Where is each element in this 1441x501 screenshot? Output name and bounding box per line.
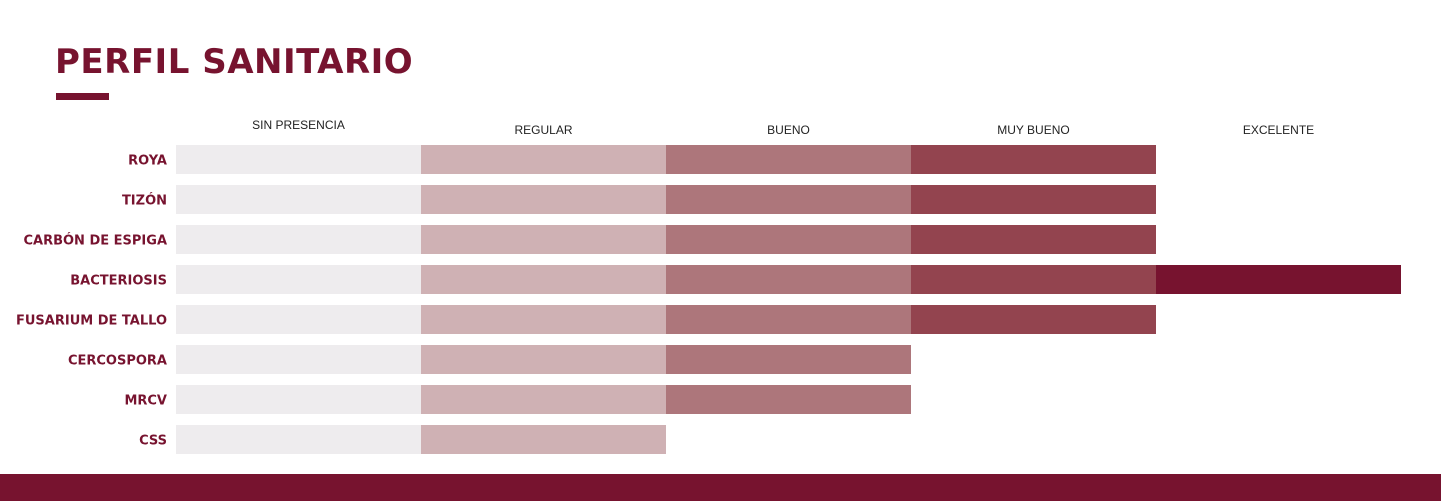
bar-segment-tizon-bueno	[666, 185, 911, 214]
bar-segment-cercospora-bueno	[666, 345, 911, 374]
bar-segment-fusarium-de-tallo-muy-bueno	[911, 305, 1156, 334]
bar-segment-tizon-sin-presencia	[176, 185, 421, 214]
level-header-sin-presencia: SIN PRESENCIA	[252, 118, 345, 132]
level-header-regular: REGULAR	[514, 123, 572, 137]
category-label-tizon: TIZÓN	[122, 193, 167, 209]
bar-segment-roya-regular	[421, 145, 666, 174]
bar-segment-bacteriosis-excelente	[1156, 265, 1401, 294]
level-header-muy-bueno: MUY BUENO	[997, 123, 1069, 137]
bar-segment-roya-sin-presencia	[176, 145, 421, 174]
category-label-bacteriosis: BACTERIOSIS	[70, 274, 167, 289]
bar-segment-bacteriosis-regular	[421, 265, 666, 294]
page-title: PERFIL SANITARIO	[55, 42, 414, 82]
bar-segment-css-regular	[421, 425, 666, 454]
footer-bar	[0, 474, 1441, 501]
bar-segment-bacteriosis-sin-presencia	[176, 265, 421, 294]
category-label-mrcv: MRCV	[124, 394, 167, 409]
bar-segment-mrcv-sin-presencia	[176, 385, 421, 414]
bar-segment-fusarium-de-tallo-regular	[421, 305, 666, 334]
level-header-bueno: BUENO	[767, 123, 810, 137]
bar-segment-cercospora-regular	[421, 345, 666, 374]
category-label-cercospora: CERCOSPORA	[68, 354, 167, 369]
bar-segment-fusarium-de-tallo-sin-presencia	[176, 305, 421, 334]
category-labels: ROYA TIZÓN CARBÓN DE ESPIGA BACTERIOSIS FUSA…	[16, 154, 167, 449]
bar-segment-roya-bueno	[666, 145, 911, 174]
bar-segment-tizon-muy-bueno	[911, 185, 1156, 214]
level-headers: SIN PRESENCIA REGULAR BUENO MUY BUENO EXCELE…	[252, 118, 1314, 137]
bar-segment-mrcv-bueno	[666, 385, 911, 414]
bar-segment-roya-muy-bueno	[911, 145, 1156, 174]
bar-segment-carbon-de-espiga-sin-presencia	[176, 225, 421, 254]
bar-segment-tizon-regular	[421, 185, 666, 214]
bar-segment-bacteriosis-muy-bueno	[911, 265, 1156, 294]
level-header-excelente: EXCELENTE	[1243, 123, 1314, 137]
category-label-css: CSS	[139, 434, 167, 449]
bar-segment-bacteriosis-bueno	[666, 265, 911, 294]
sanitary-profile-chart: SIN PRESENCIA REGULAR BUENO MUY BUENO EXCELE…	[16, 118, 1401, 454]
category-label-roya: ROYA	[128, 154, 167, 169]
title-underline	[56, 93, 109, 100]
category-label-fusarium-de-tallo: FUSARIUM DE TALLO	[16, 314, 167, 329]
bar-segment-css-sin-presencia	[176, 425, 421, 454]
bar-segment-mrcv-regular	[421, 385, 666, 414]
bar-segment-carbon-de-espiga-bueno	[666, 225, 911, 254]
bar-segment-cercospora-sin-presencia	[176, 345, 421, 374]
category-label-carbon-de-espiga: CARBÓN DE ESPIGA	[23, 233, 167, 249]
bars	[176, 145, 1401, 454]
bar-segment-fusarium-de-tallo-bueno	[666, 305, 911, 334]
bar-segment-carbon-de-espiga-regular	[421, 225, 666, 254]
bar-segment-carbon-de-espiga-muy-bueno	[911, 225, 1156, 254]
